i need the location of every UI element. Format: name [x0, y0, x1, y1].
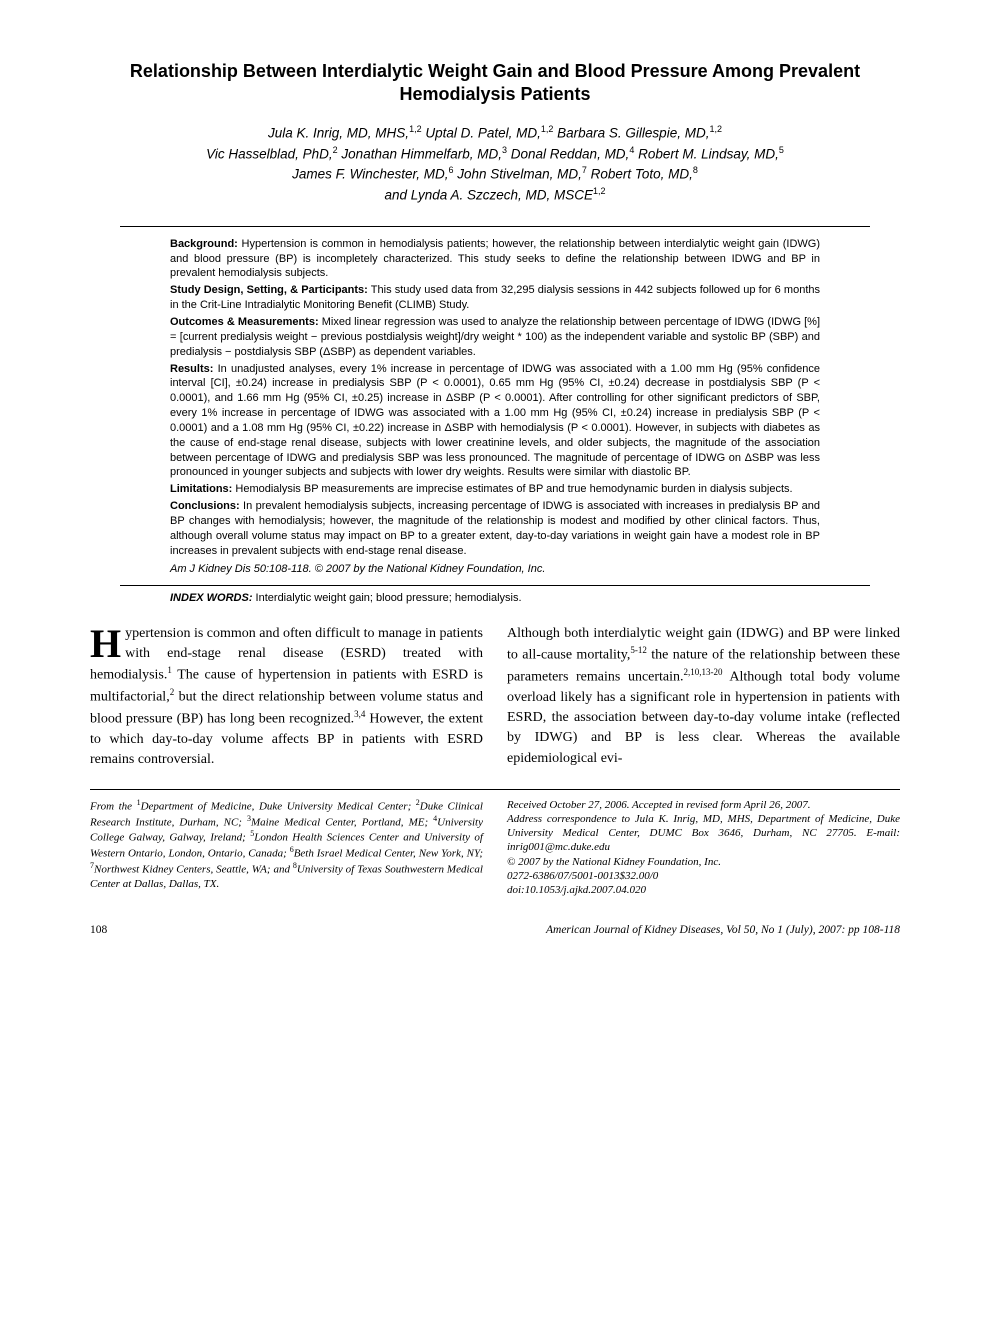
abstract-text: Hypertension is common in hemodialysis p… — [170, 238, 820, 280]
abstract-label: Results: — [170, 363, 213, 375]
abstract-limitations: Limitations: Hemodialysis BP measurement… — [170, 482, 820, 497]
abstract-label: Conclusions: — [170, 500, 240, 512]
abstract-results: Results: In unadjusted analyses, every 1… — [170, 362, 820, 481]
index-words: INDEX WORDS: Interdialytic weight gain; … — [170, 592, 820, 604]
body-columns: Hypertension is common and often difficu… — [90, 624, 900, 771]
footnote-rule — [90, 789, 900, 790]
footnote-correspondence: Received October 27, 2006. Accepted in r… — [507, 798, 900, 898]
abstract-label: Limitations: — [170, 483, 232, 495]
body-column-left: Hypertension is common and often difficu… — [90, 624, 483, 771]
abstract-label: Outcomes & Measurements: — [170, 316, 319, 328]
abstract-label: Study Design, Setting, & Participants: — [170, 284, 368, 296]
abstract-text: In prevalent hemodialysis subjects, incr… — [170, 500, 820, 557]
abstract-text: Hemodialysis BP measurements are impreci… — [232, 483, 792, 495]
index-words-text: Interdialytic weight gain; blood pressur… — [253, 592, 522, 604]
abstract-outcomes: Outcomes & Measurements: Mixed linear re… — [170, 315, 820, 360]
journal-citation: American Journal of Kidney Diseases, Vol… — [546, 924, 900, 936]
author-list: Jula K. Inrig, MD, MHS,1,2 Uptal D. Pate… — [90, 123, 900, 206]
abstract-text: In unadjusted analyses, every 1% increas… — [170, 363, 820, 479]
article-title: Relationship Between Interdialytic Weigh… — [90, 60, 900, 107]
abstract-box: Background: Hypertension is common in he… — [120, 226, 870, 586]
abstract-conclusions: Conclusions: In prevalent hemodialysis s… — [170, 499, 820, 558]
footnote-affiliations: From the 1Department of Medicine, Duke U… — [90, 798, 483, 898]
page-footer: 108 American Journal of Kidney Diseases,… — [90, 924, 900, 936]
abstract-design: Study Design, Setting, & Participants: T… — [170, 283, 820, 313]
body-column-right: Although both interdialytic weight gain … — [507, 624, 900, 771]
footnotes: From the 1Department of Medicine, Duke U… — [90, 798, 900, 898]
index-words-label: INDEX WORDS: — [170, 592, 253, 604]
abstract-label: Background: — [170, 238, 238, 250]
page-number: 108 — [90, 924, 107, 936]
abstract-background: Background: Hypertension is common in he… — [170, 237, 820, 282]
abstract-citation: Am J Kidney Dis 50:108-118. © 2007 by th… — [170, 563, 820, 575]
